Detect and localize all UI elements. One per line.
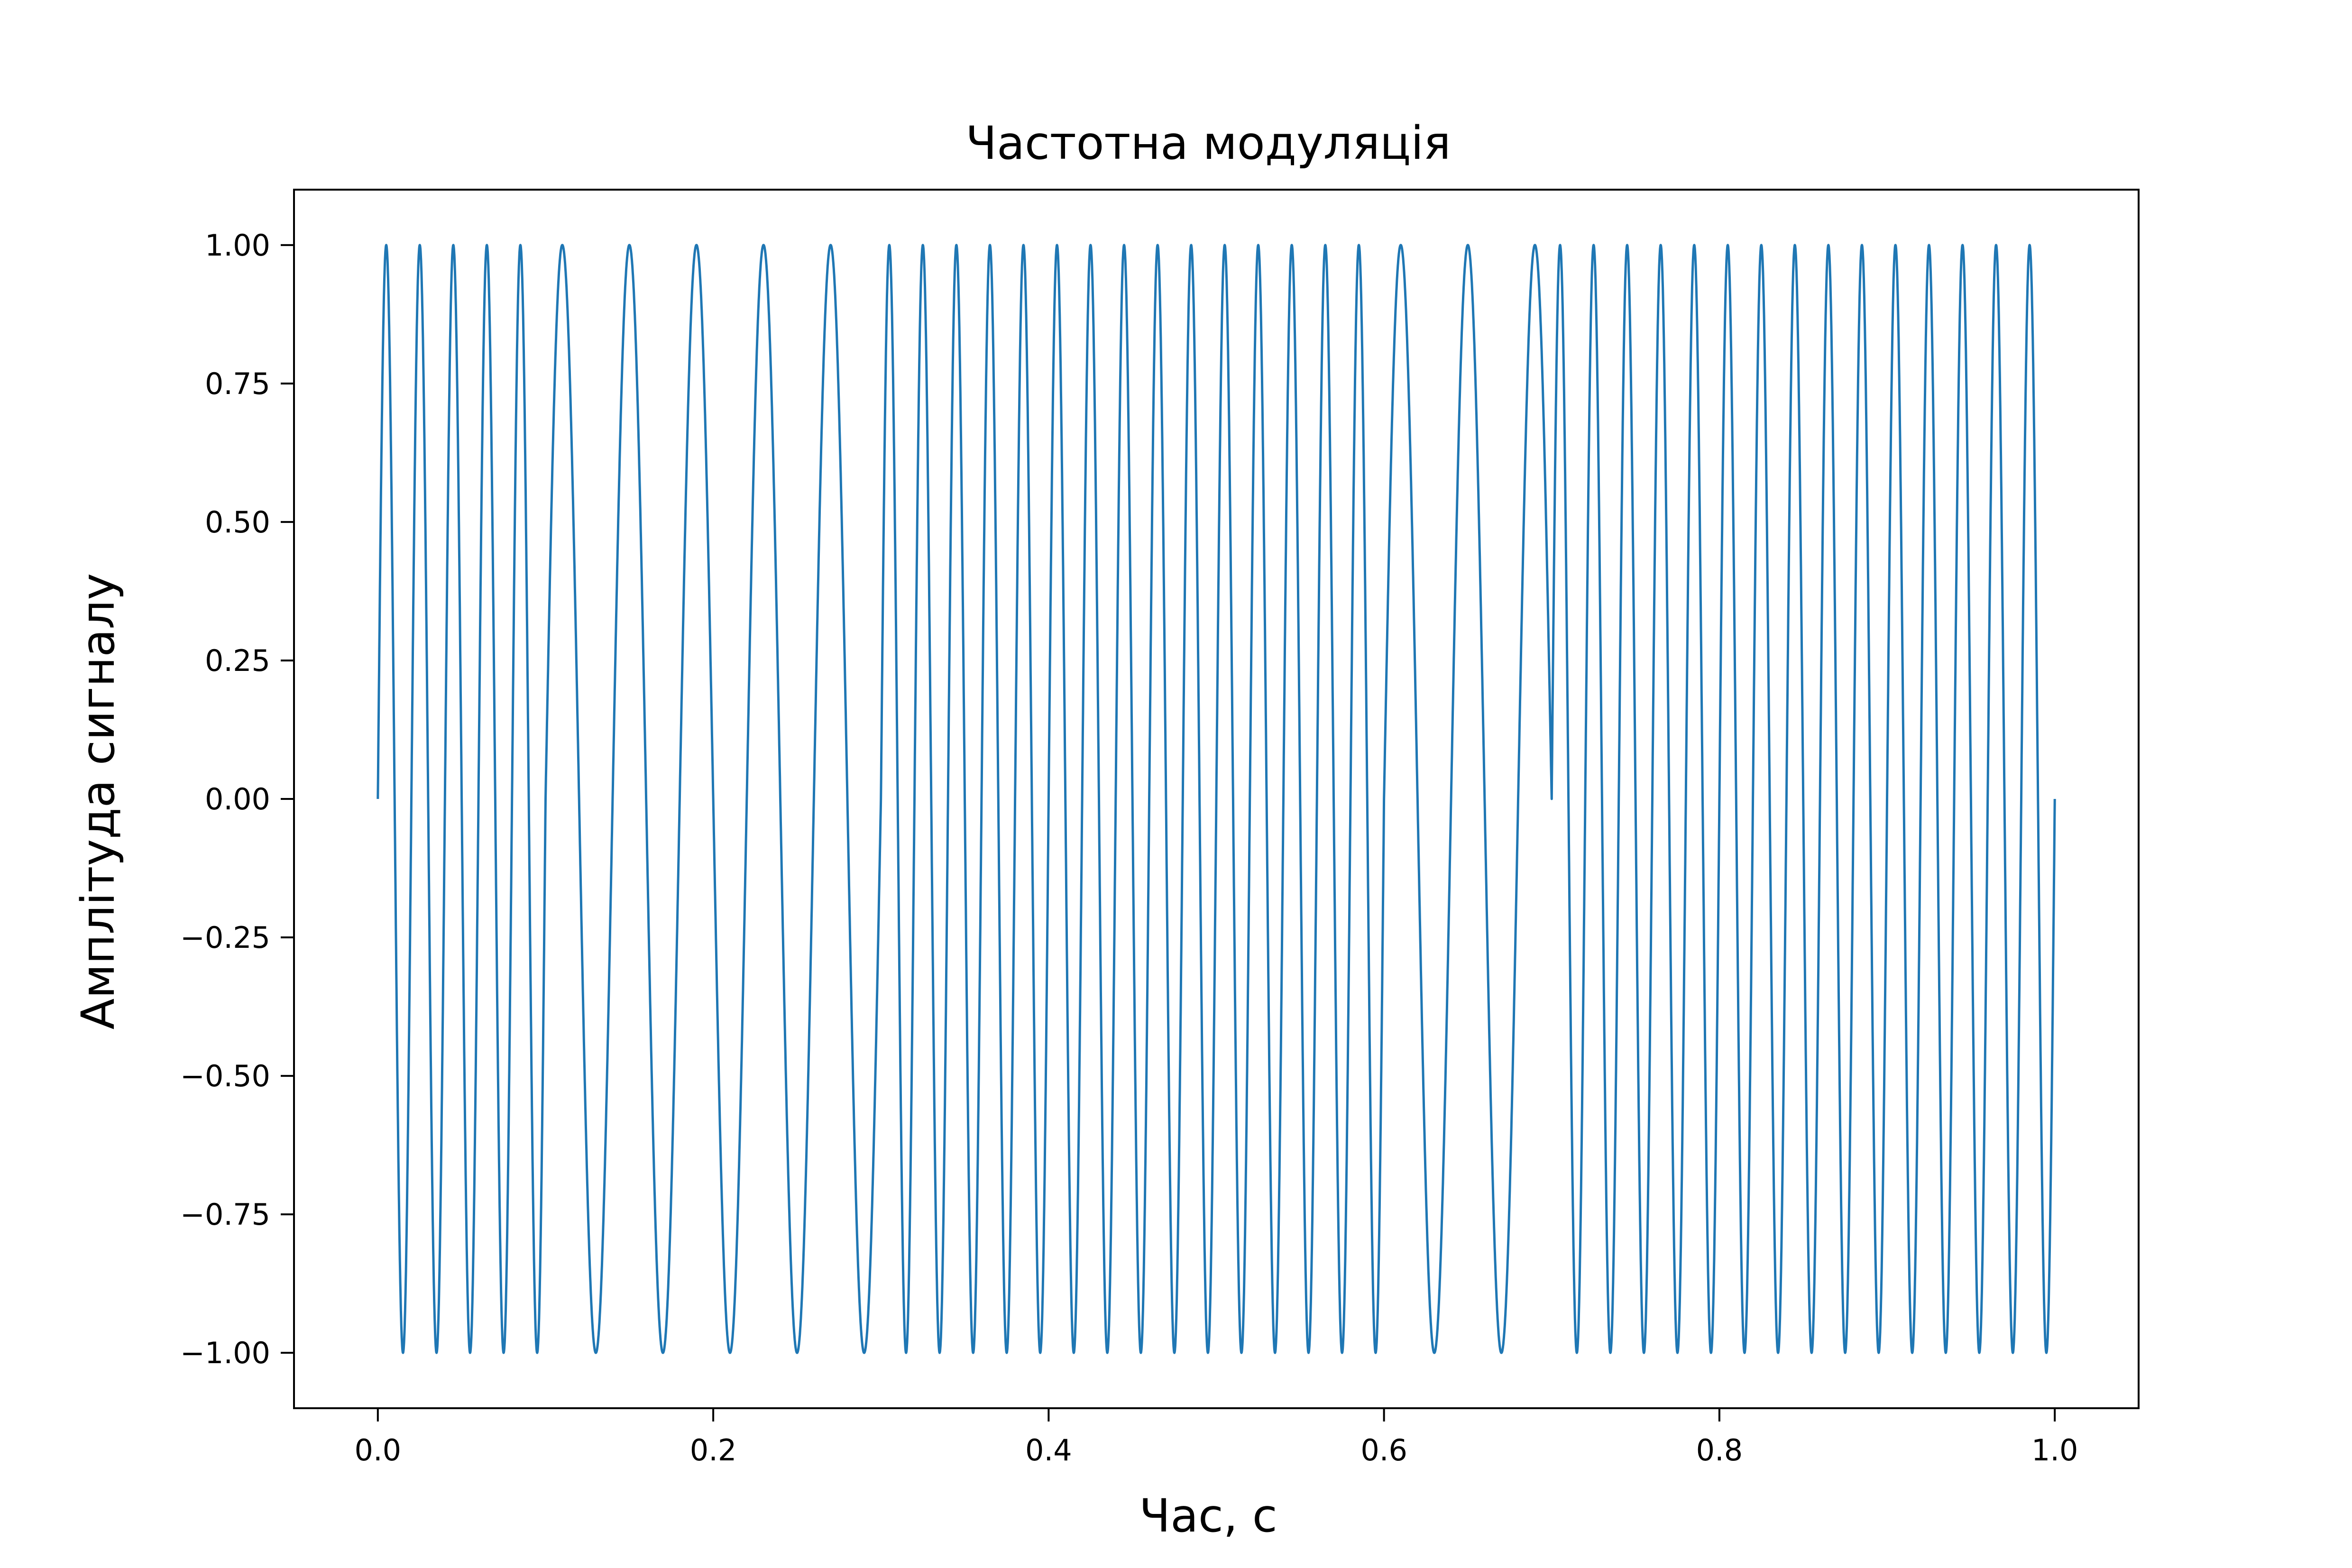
y-tick-label: 0.50 [205,505,270,540]
x-tick-label: 0.0 [355,1433,402,1467]
x-tick-label: 0.8 [1696,1433,1743,1467]
x-tick-label: 0.6 [1360,1433,1407,1467]
chart-title: Частотна модуляція [965,117,1451,170]
x-axis: 0.0 0.2 0.4 0.6 0.8 1.0 [355,1408,2078,1467]
x-tick-label: 1.0 [2031,1433,2078,1467]
y-axis: 1.00 0.75 0.50 0.25 0.00 −0.25 −0.50 −0.75 −1.00 [180,228,294,1370]
y-tick-label: 0.25 [205,643,270,678]
series-line [377,244,2056,1354]
y-tick-label: 1.00 [205,228,270,263]
x-axis-label: Час, с [1139,1489,1277,1542]
y-axis-label: Амплітуда сигналу [72,573,125,1030]
plot-frame [293,189,2140,1409]
x-tick-label: 0.2 [690,1433,737,1467]
y-tick-label: −0.50 [180,1059,270,1093]
y-tick-label: −0.75 [180,1197,270,1232]
y-tick-label: −0.25 [180,920,270,955]
y-tick-label: 0.00 [205,782,270,816]
y-tick-label: 0.75 [205,367,270,401]
y-tick-label: −1.00 [180,1336,270,1370]
x-tick-label: 0.4 [1025,1433,1072,1467]
plot-area [377,244,2056,1354]
